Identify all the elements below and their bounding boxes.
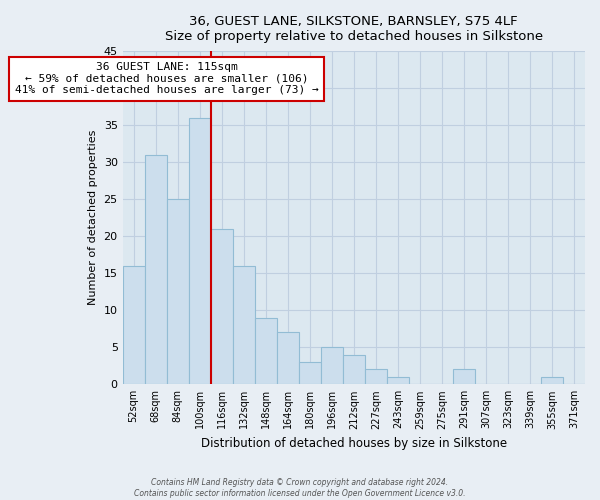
Bar [188,118,211,384]
Bar [387,377,409,384]
Bar [255,318,277,384]
Bar [122,266,145,384]
Bar [453,370,475,384]
Bar [167,199,188,384]
Bar [365,370,387,384]
Bar [299,362,321,384]
Text: 36 GUEST LANE: 115sqm
← 59% of detached houses are smaller (106)
41% of semi-det: 36 GUEST LANE: 115sqm ← 59% of detached … [15,62,319,96]
Bar [541,377,563,384]
Bar [343,354,365,384]
Bar [211,229,233,384]
Bar [233,266,255,384]
Bar [277,332,299,384]
Bar [321,348,343,385]
Title: 36, GUEST LANE, SILKSTONE, BARNSLEY, S75 4LF
Size of property relative to detach: 36, GUEST LANE, SILKSTONE, BARNSLEY, S75… [165,15,543,43]
Bar [145,155,167,384]
X-axis label: Distribution of detached houses by size in Silkstone: Distribution of detached houses by size … [201,437,507,450]
Y-axis label: Number of detached properties: Number of detached properties [88,130,98,306]
Text: Contains HM Land Registry data © Crown copyright and database right 2024.
Contai: Contains HM Land Registry data © Crown c… [134,478,466,498]
